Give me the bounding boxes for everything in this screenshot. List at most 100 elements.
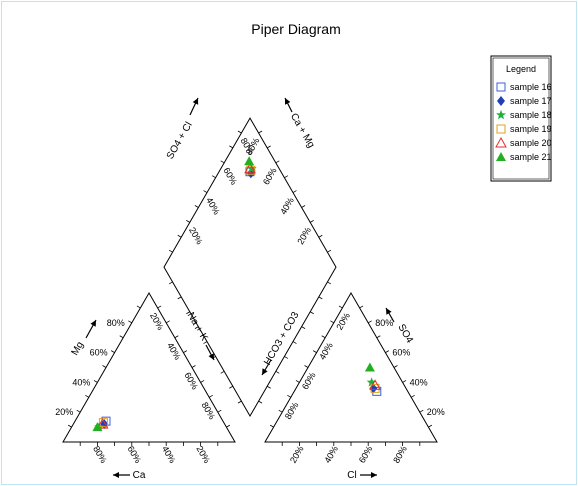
tick-mark — [330, 320, 334, 324]
axis-label: SO4 + Cl — [165, 120, 195, 161]
legend-label: sample 16 — [510, 82, 552, 92]
tick-mark — [318, 296, 323, 300]
axis-arrowhead — [208, 353, 214, 360]
tick-mark — [258, 400, 263, 404]
tick-label: 60% — [261, 166, 279, 187]
axis-label: Cl — [347, 470, 356, 481]
tick-mark — [136, 305, 141, 309]
tick-label: 20% — [55, 407, 73, 417]
tick-mark — [237, 400, 242, 404]
tick-label: 80% — [375, 318, 393, 328]
tick-mark — [183, 350, 188, 353]
tick-mark — [278, 409, 283, 413]
point-sample-21-cation — [92, 422, 103, 432]
legend-label: sample 18 — [510, 110, 552, 120]
tick-mark — [267, 145, 271, 149]
tick-mark — [258, 130, 263, 134]
point-sample-18-anion — [366, 377, 377, 387]
tick-label: 40% — [322, 444, 340, 465]
tick-label: 80% — [200, 400, 218, 421]
tick-label: 40% — [160, 444, 178, 465]
tick-mark — [304, 365, 309, 368]
tick-mark — [157, 305, 162, 309]
tick-mark — [203, 341, 208, 344]
tick-label: 20% — [427, 407, 445, 417]
point-sample-21-diamond — [244, 156, 255, 166]
tick-label: 80% — [391, 444, 409, 465]
tick-marks — [67, 130, 433, 446]
tick-mark — [269, 424, 274, 428]
tick-mark — [217, 409, 222, 413]
tick-mark — [85, 394, 90, 398]
tick-mark — [284, 175, 289, 179]
tick-mark — [119, 335, 124, 339]
tick-mark — [284, 356, 289, 359]
legend-marker — [495, 136, 507, 148]
tick-mark — [186, 220, 191, 223]
legend-items: sample 16 sample 17 sample 18 sample 19 samp… — [495, 82, 552, 162]
legend-marker — [496, 124, 506, 134]
tick-mark — [267, 385, 271, 389]
axis-arrowhead — [386, 308, 392, 315]
tick-mark — [327, 281, 332, 285]
tick-mark — [177, 234, 182, 238]
tick-label: 60% — [357, 444, 375, 465]
tick-label: 60% — [392, 348, 410, 358]
axis-arrowhead — [285, 98, 291, 105]
tick-mark — [368, 320, 372, 324]
legend-label: sample 21 — [510, 152, 552, 162]
tick-mark — [67, 424, 72, 428]
legend-marker — [496, 109, 506, 120]
tick-label: 40% — [410, 377, 428, 387]
tick-label: 40% — [72, 377, 90, 387]
tick-mark — [275, 370, 280, 374]
tick-mark — [110, 350, 115, 353]
tick-mark — [102, 365, 107, 368]
tick-mark — [295, 380, 300, 383]
tick-label: 60% — [221, 166, 239, 187]
axis-arrowhead — [113, 472, 119, 478]
tick-label: 40% — [278, 196, 296, 217]
tick-mark — [301, 205, 306, 208]
tick-label: 20% — [148, 311, 166, 332]
tick-mark — [191, 365, 196, 368]
tick-label: 60% — [182, 371, 200, 392]
tick-label: 20% — [288, 444, 306, 465]
tick-mark — [93, 380, 98, 383]
tick-label: 40% — [165, 341, 183, 362]
tick-mark — [194, 326, 199, 329]
point-sample-21-anion — [364, 362, 375, 372]
tick-mark — [310, 220, 314, 223]
tick-mark — [411, 394, 415, 398]
legend-title: Legend — [506, 64, 536, 74]
diamond-field — [163, 117, 337, 418]
tick-label: 20% — [334, 311, 352, 332]
tick-mark — [229, 145, 234, 149]
legend-label: sample 20 — [510, 138, 552, 148]
tick-mark — [76, 409, 81, 413]
tick-mark — [338, 305, 343, 309]
tick-label: 20% — [194, 444, 212, 465]
sample-points — [92, 156, 382, 432]
tick-label: 80% — [107, 318, 125, 328]
tick-label: 80% — [91, 444, 109, 465]
tick-mark — [203, 190, 208, 193]
tick-mark — [287, 394, 291, 398]
axis-label: Ca — [133, 470, 146, 481]
legend-inner-box — [492, 57, 550, 180]
axis-label: SO4 — [395, 322, 415, 345]
tick-mark — [310, 311, 314, 315]
axis-label: Na + K — [185, 311, 210, 344]
tick-label: 40% — [317, 341, 335, 362]
point-sample-19-cation — [98, 418, 108, 428]
axis-arrowhead — [90, 320, 96, 327]
axis-label: Mg — [70, 340, 86, 358]
tick-mark — [428, 424, 433, 428]
tick-mark — [220, 160, 225, 164]
tick-mark — [376, 335, 381, 339]
tick-mark — [194, 205, 199, 208]
tick-mark — [318, 234, 323, 238]
